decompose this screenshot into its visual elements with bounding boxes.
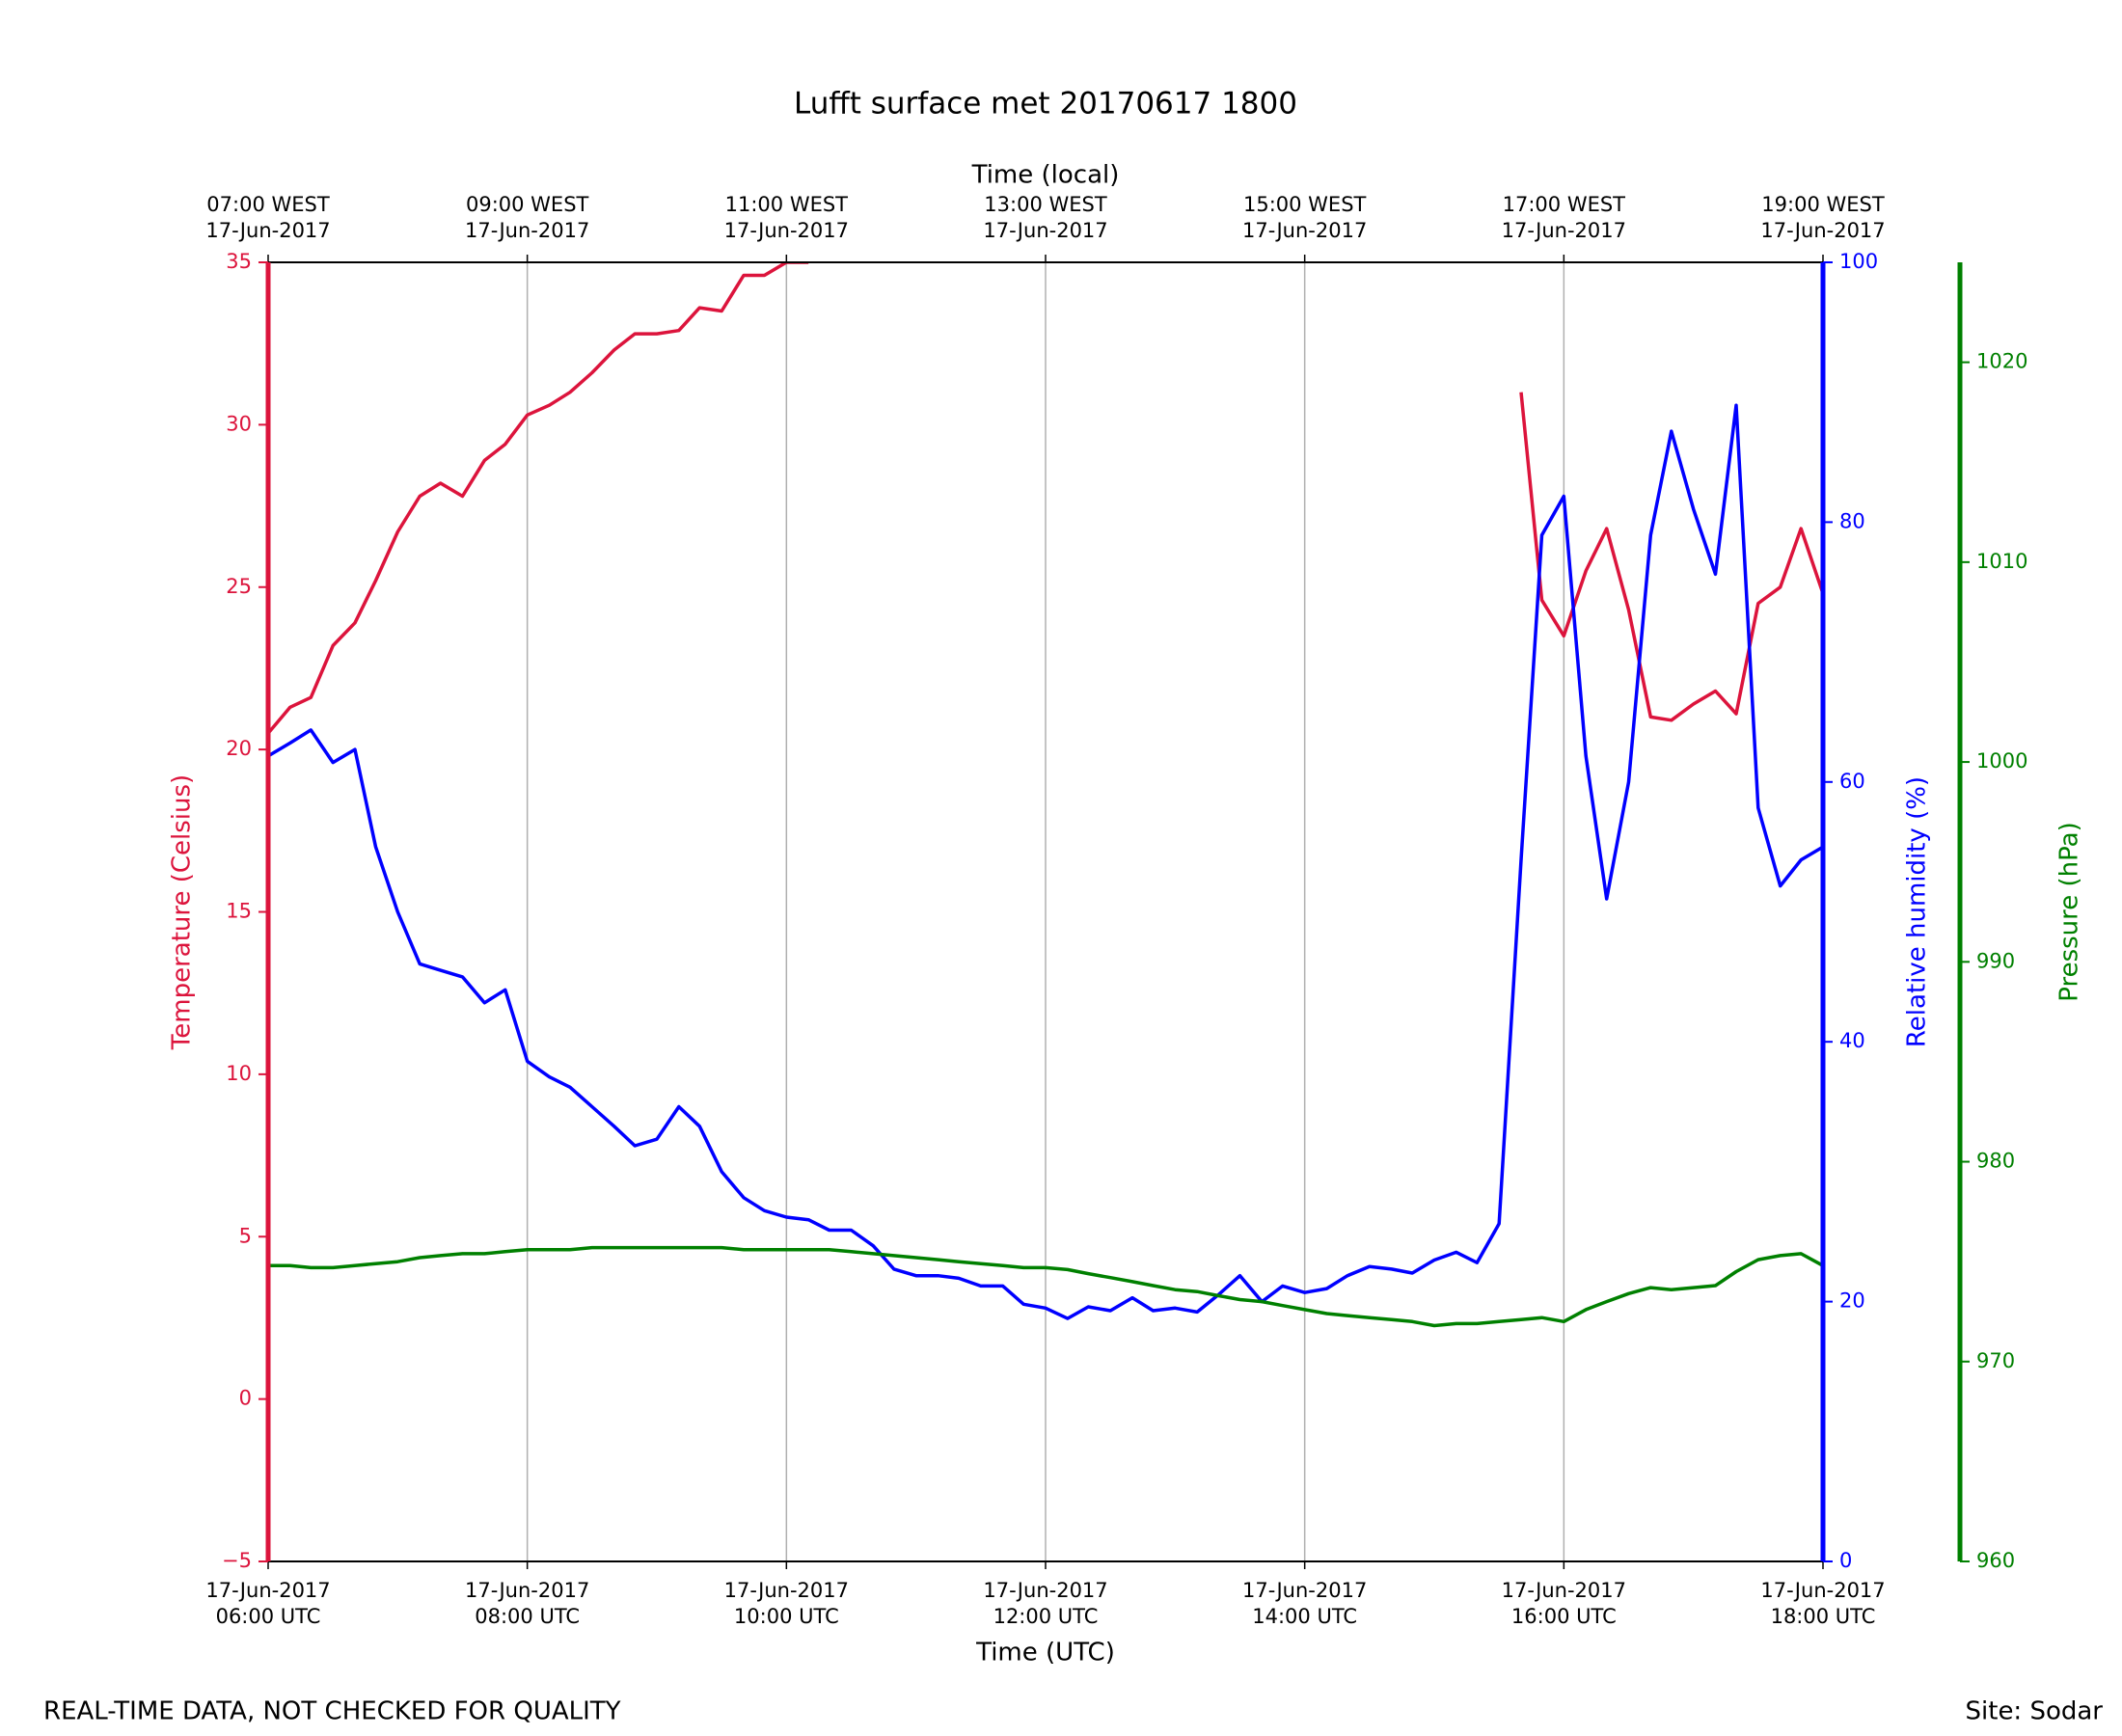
x-tick-label: 17-Jun-2017 06:00 UTC — [205, 1579, 330, 1628]
x2-tick-label: 07:00 WEST 17-Jun-2017 — [205, 193, 330, 242]
y3-tick-label: 1010 — [1976, 550, 2027, 573]
footnote: REAL-TIME DATA, NOT CHECKED FOR QUALITY — [43, 1697, 621, 1726]
x-tick-label: 17-Jun-2017 12:00 UTC — [983, 1579, 1107, 1628]
x-tick-label: 17-Jun-2017 08:00 UTC — [465, 1579, 589, 1628]
y-tick-label: 20 — [226, 737, 252, 760]
y3-tick-label: 960 — [1976, 1549, 2015, 1572]
grid — [267, 262, 1824, 1561]
y3-tick-label: 1020 — [1976, 350, 2027, 373]
x-tick-label: 17-Jun-2017 10:00 UTC — [724, 1579, 849, 1628]
series-line — [268, 403, 1823, 1320]
x-axis-label: Time (UTC) — [975, 1639, 1115, 1668]
plot-area — [268, 262, 1823, 1328]
y2-tick-label: 60 — [1839, 770, 1865, 793]
y2-tick-label: 0 — [1839, 1549, 1852, 1572]
axes: 17-Jun-2017 06:00 UTC 17-Jun-2017 08:00 UTC… — [168, 193, 2084, 1628]
x2-tick-label: 19:00 WEST 17-Jun-2017 — [1760, 193, 1885, 242]
y-tick-label: 5 — [239, 1224, 252, 1247]
chart-title: Lufft surface met 20170617 1800 — [794, 87, 1297, 122]
series-line — [268, 262, 1823, 735]
y-tick-label: 15 — [226, 900, 252, 923]
y2-tick-label: 20 — [1839, 1289, 1865, 1313]
x2-axis-label: Time (local) — [971, 161, 1120, 190]
y3-axis-label: Pressure (hPa) — [2055, 822, 2084, 1002]
x2-tick-label: 17:00 WEST 17-Jun-2017 — [1502, 193, 1626, 242]
y-tick-label: 0 — [239, 1387, 252, 1410]
x2-tick-label: 09:00 WEST 17-Jun-2017 — [465, 193, 589, 242]
x2-tick-label: 13:00 WEST 17-Jun-2017 — [983, 193, 1107, 242]
y2-tick-label: 100 — [1839, 250, 1878, 273]
y-tick-label: −5 — [222, 1549, 252, 1572]
y3-tick-label: 970 — [1976, 1349, 2015, 1372]
x-tick-label: 17-Jun-2017 16:00 UTC — [1502, 1579, 1626, 1628]
y2-tick-label: 80 — [1839, 509, 1865, 532]
y2-tick-label: 40 — [1839, 1029, 1865, 1052]
y3-tick-label: 990 — [1976, 949, 2015, 972]
x-tick-label: 17-Jun-2017 18:00 UTC — [1760, 1579, 1885, 1628]
x2-tick-label: 11:00 WEST 17-Jun-2017 — [724, 193, 849, 242]
y-tick-label: 30 — [226, 412, 252, 435]
y-tick-label: 25 — [226, 575, 252, 598]
y2-axis-label: Relative humidity (%) — [1903, 776, 1932, 1047]
y3-tick-label: 1000 — [1976, 749, 2027, 773]
x2-tick-label: 15:00 WEST 17-Jun-2017 — [1242, 193, 1367, 242]
y-tick-label: 35 — [226, 250, 252, 273]
series-line — [268, 1245, 1823, 1328]
y-tick-label: 10 — [226, 1062, 252, 1085]
x-tick-label: 17-Jun-2017 14:00 UTC — [1242, 1579, 1367, 1628]
y3-tick-label: 980 — [1976, 1150, 2015, 1173]
y-axis-label: Temperature (Celsius) — [168, 774, 197, 1050]
site-note: Site: Sodar — [1966, 1697, 2104, 1726]
